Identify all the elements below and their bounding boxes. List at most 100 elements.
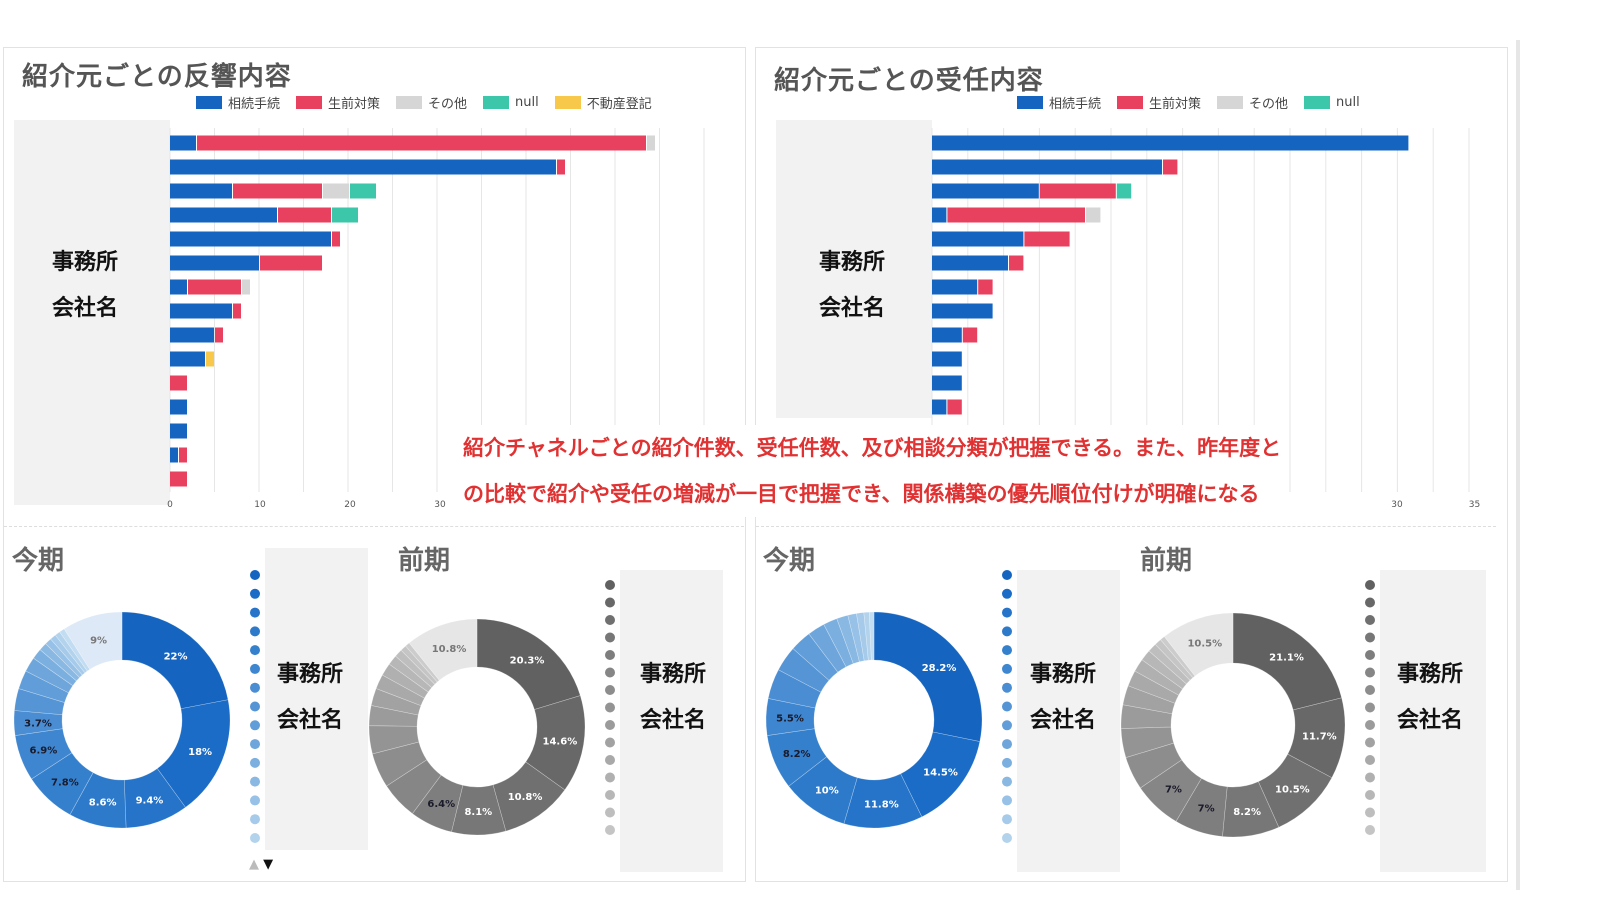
bar-segment[interactable] bbox=[188, 279, 241, 295]
bar-segment[interactable] bbox=[278, 207, 331, 223]
donut-slice[interactable] bbox=[788, 756, 858, 825]
legend-dot[interactable] bbox=[1002, 663, 1012, 674]
donut-slice[interactable] bbox=[408, 618, 478, 681]
bar-segment[interactable] bbox=[233, 303, 241, 319]
legend-dot[interactable] bbox=[250, 739, 260, 750]
bar-segment[interactable] bbox=[170, 135, 196, 151]
legend-dot[interactable] bbox=[1365, 790, 1375, 800]
donut-slice[interactable] bbox=[900, 731, 981, 818]
donut-slice[interactable] bbox=[1175, 777, 1228, 837]
donut-slice[interactable] bbox=[843, 773, 923, 829]
bar-segment[interactable] bbox=[170, 399, 187, 415]
bar-segment[interactable] bbox=[978, 279, 993, 295]
legend-dot[interactable] bbox=[605, 737, 615, 748]
bar-segment[interactable] bbox=[170, 423, 187, 439]
donut-slice[interactable] bbox=[33, 649, 77, 687]
donut-slice[interactable] bbox=[792, 633, 839, 681]
bar-segment[interactable] bbox=[1086, 207, 1101, 223]
legend-dot[interactable] bbox=[1365, 615, 1375, 625]
donut-slice[interactable] bbox=[50, 634, 86, 676]
legend-dot[interactable] bbox=[605, 807, 615, 818]
donut-slice[interactable] bbox=[1141, 650, 1187, 690]
bar-segment[interactable] bbox=[947, 207, 1085, 223]
bar-segment[interactable] bbox=[170, 207, 277, 223]
bar-segment[interactable] bbox=[170, 255, 259, 271]
bar-segment[interactable] bbox=[932, 327, 962, 343]
legend-dot[interactable] bbox=[1002, 701, 1012, 712]
bar-segment[interactable] bbox=[932, 231, 1024, 247]
legend-dot[interactable] bbox=[250, 645, 260, 656]
legend-dot[interactable] bbox=[250, 682, 260, 693]
legend-dot[interactable] bbox=[1365, 772, 1375, 783]
legend-dot[interactable] bbox=[1002, 682, 1012, 693]
legend-dot[interactable] bbox=[1002, 757, 1012, 768]
donut-slice[interactable] bbox=[476, 618, 581, 710]
bar-segment[interactable] bbox=[170, 279, 187, 295]
donut-slice[interactable] bbox=[381, 663, 429, 699]
legend-dot[interactable] bbox=[1002, 607, 1012, 618]
bar-segment[interactable] bbox=[932, 303, 993, 319]
donut-slice[interactable] bbox=[1154, 639, 1194, 681]
bar-segment[interactable] bbox=[932, 183, 1039, 199]
donut-slice[interactable] bbox=[1148, 643, 1191, 685]
donut-slice[interactable] bbox=[375, 674, 425, 707]
bar-segment[interactable] bbox=[932, 351, 962, 367]
legend-dot[interactable] bbox=[605, 650, 615, 660]
donut-slice[interactable] bbox=[777, 648, 830, 693]
legend-dot[interactable] bbox=[605, 667, 615, 678]
bar-segment[interactable] bbox=[170, 159, 556, 175]
bar-segment[interactable] bbox=[197, 135, 646, 151]
legend-dot[interactable] bbox=[1365, 755, 1375, 765]
donut-slice[interactable] bbox=[1232, 612, 1343, 711]
bar-segment[interactable] bbox=[179, 447, 187, 463]
donut-slice[interactable] bbox=[1222, 781, 1280, 838]
legend-dot[interactable] bbox=[1365, 580, 1375, 590]
legend-dot[interactable] bbox=[605, 755, 615, 765]
donut-slice[interactable] bbox=[525, 695, 586, 791]
legend-dot[interactable] bbox=[1002, 626, 1012, 637]
legend-dot[interactable] bbox=[1002, 739, 1012, 750]
donut-slice[interactable] bbox=[372, 741, 428, 787]
donut-slice[interactable] bbox=[1139, 759, 1202, 822]
legend-dot[interactable] bbox=[1002, 833, 1012, 843]
legend-dot[interactable] bbox=[250, 626, 260, 637]
legend-dot[interactable] bbox=[250, 776, 260, 787]
donut-slice[interactable] bbox=[847, 613, 865, 663]
legend-item[interactable]: 生前対策 bbox=[296, 93, 380, 112]
scrollbar[interactable] bbox=[1516, 40, 1520, 890]
bar-segment[interactable] bbox=[1009, 255, 1024, 271]
donut-slice[interactable] bbox=[1287, 697, 1346, 779]
legend-dot[interactable] bbox=[250, 570, 260, 580]
bar-segment[interactable] bbox=[1116, 183, 1132, 199]
legend-dot[interactable] bbox=[1365, 685, 1375, 695]
bar-segment[interactable] bbox=[242, 279, 250, 295]
bar-segment[interactable] bbox=[1024, 231, 1070, 247]
donut-slice[interactable] bbox=[14, 688, 65, 716]
legend-dot[interactable] bbox=[1002, 570, 1012, 580]
bar-segment[interactable] bbox=[170, 375, 187, 391]
legend-dot[interactable] bbox=[605, 702, 615, 713]
legend-dot[interactable] bbox=[605, 720, 615, 730]
legend-dot[interactable] bbox=[250, 720, 260, 731]
legend-dot[interactable] bbox=[250, 757, 260, 768]
donut-slice[interactable] bbox=[388, 655, 433, 693]
donut-slice[interactable] bbox=[823, 618, 854, 668]
bar-segment[interactable] bbox=[332, 231, 340, 247]
donut-slice[interactable] bbox=[63, 611, 123, 670]
bar-segment[interactable] bbox=[260, 255, 322, 271]
legend-item[interactable]: 相続手続 bbox=[196, 93, 280, 112]
donut-slice[interactable] bbox=[1122, 685, 1176, 715]
bar-segment[interactable] bbox=[215, 327, 223, 343]
legend-dot[interactable] bbox=[1002, 588, 1012, 599]
legend-dot[interactable] bbox=[1002, 814, 1012, 825]
legend-dot[interactable] bbox=[1365, 702, 1375, 713]
legend-dot[interactable] bbox=[250, 833, 260, 843]
legend-dot[interactable] bbox=[250, 795, 260, 806]
bar-segment[interactable] bbox=[647, 135, 655, 151]
bar-segment[interactable] bbox=[323, 183, 349, 199]
bar-segment[interactable] bbox=[170, 471, 187, 487]
donut-slice[interactable] bbox=[1120, 704, 1173, 729]
donut-slice[interactable] bbox=[54, 631, 88, 674]
bar-segment[interactable] bbox=[932, 207, 947, 223]
legend-dot[interactable] bbox=[605, 615, 615, 625]
